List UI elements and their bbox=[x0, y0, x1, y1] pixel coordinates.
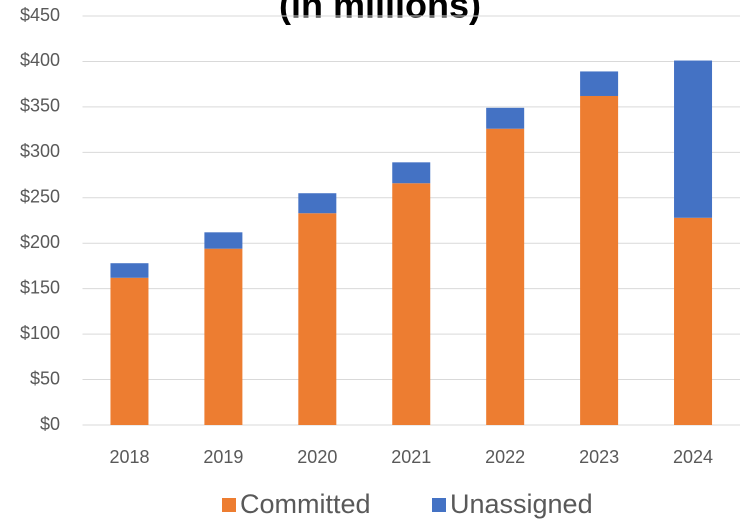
x-tick-label: 2023 bbox=[579, 447, 619, 467]
x-tick-label: 2020 bbox=[297, 447, 337, 467]
y-tick-label: $450 bbox=[20, 5, 60, 25]
y-tick-label: $100 bbox=[20, 323, 60, 343]
y-tick-label: $250 bbox=[20, 187, 60, 207]
bar-segment bbox=[674, 217, 713, 425]
bar-segment bbox=[204, 248, 243, 425]
x-tick-label: 2024 bbox=[673, 447, 713, 467]
y-tick-label: $200 bbox=[20, 232, 60, 252]
y-tick-label: $0 bbox=[40, 414, 60, 434]
bar-segment bbox=[486, 128, 525, 426]
bar-segment bbox=[298, 213, 337, 425]
x-tick-label: 2021 bbox=[391, 447, 431, 467]
bar-segment bbox=[486, 107, 525, 129]
legend-label: Committed bbox=[240, 489, 371, 519]
x-tick-label: 2022 bbox=[485, 447, 525, 467]
bar-segment bbox=[580, 71, 619, 96]
bar-segment bbox=[392, 162, 431, 184]
x-tick-label: 2019 bbox=[203, 447, 243, 467]
y-tick-label: $150 bbox=[20, 277, 60, 297]
bar-segment bbox=[298, 193, 337, 214]
bar-segment bbox=[392, 183, 431, 425]
y-tick-label: $300 bbox=[20, 141, 60, 161]
bar-segment bbox=[580, 95, 619, 425]
chart-title: (in millions) bbox=[279, 0, 481, 26]
bar-segment bbox=[674, 60, 713, 218]
legend-swatch bbox=[432, 498, 446, 512]
legend-swatch bbox=[222, 498, 236, 512]
y-tick-label: $400 bbox=[20, 50, 60, 70]
x-tick-label: 2018 bbox=[109, 447, 149, 467]
bar-segment bbox=[204, 232, 243, 249]
bar-segment bbox=[110, 277, 149, 425]
y-tick-label: $50 bbox=[30, 368, 60, 388]
legend-label: Unassigned bbox=[450, 489, 593, 519]
y-tick-label: $350 bbox=[20, 96, 60, 116]
bar-segment bbox=[110, 263, 149, 278]
